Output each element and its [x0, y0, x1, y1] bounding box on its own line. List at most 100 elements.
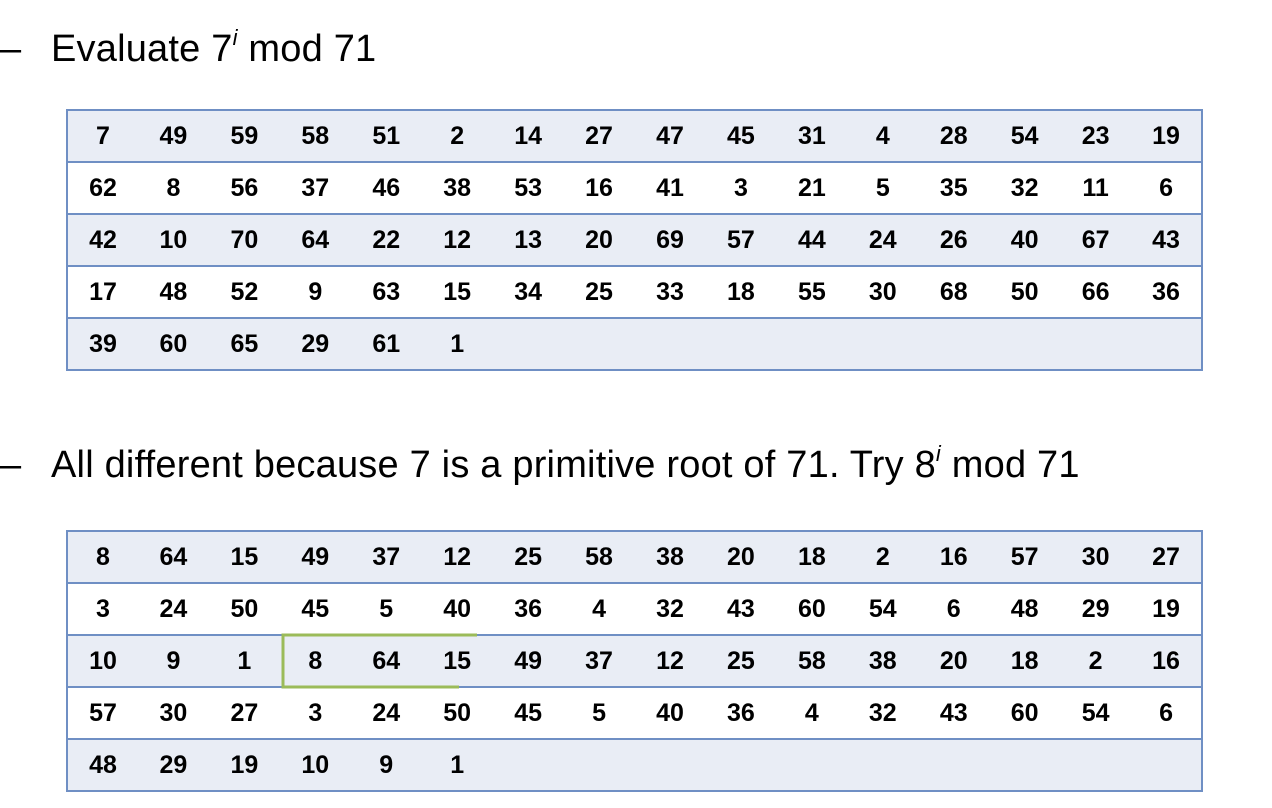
table-cell: 43 — [918, 686, 990, 739]
table-cell: 55 — [776, 265, 848, 318]
table-cell: 31 — [797, 121, 826, 150]
table-cell: 6 — [918, 582, 990, 635]
table-cell: 3 — [279, 686, 351, 739]
table-cell: 20 — [563, 213, 635, 266]
table-cell: 2 — [875, 542, 890, 571]
bullet-dash: – — [0, 28, 22, 70]
table-cell: 34 — [492, 265, 564, 318]
table-cell: 64 — [159, 542, 188, 571]
table-cell: 49 — [159, 121, 188, 150]
table-cell: 45 — [727, 121, 755, 150]
table-cell: 15 — [230, 542, 259, 571]
table-cell: 37 — [372, 542, 401, 571]
table-cell: 45 — [279, 582, 351, 635]
table-row: 48 29 19 10 9 1 — [67, 738, 1202, 791]
table-cell: 25 — [705, 634, 777, 687]
table-cell: 38 — [421, 161, 493, 214]
table-cell: 36 — [1131, 265, 1202, 318]
table-cell: 32 — [847, 686, 919, 739]
table-cell: 40 — [989, 213, 1061, 266]
table-cell: 24 — [137, 582, 209, 635]
table-cell — [492, 317, 564, 370]
table-cell: 45 — [492, 686, 564, 739]
table-cell — [776, 317, 848, 370]
table-cell: 25 — [563, 265, 635, 318]
table-cell: 62 — [67, 161, 138, 214]
table-cell: 48 — [989, 582, 1061, 635]
table-cell: 30 — [137, 686, 209, 739]
table-cell — [1060, 738, 1132, 791]
table-cell: 3 — [67, 582, 138, 635]
table-cell: 16 — [1131, 634, 1202, 687]
table-cell: 40 — [634, 686, 706, 739]
table-cell — [989, 738, 1061, 791]
powers-of-7-table: 7 49 59 58 51 2 14 27 47 45 31 4 28 54 23 19 62 8 56 37 46 38… — [66, 109, 1203, 371]
table-cell: 36 — [492, 582, 564, 635]
table-cell: 33 — [634, 265, 706, 318]
table-cell: 27 — [1152, 542, 1180, 571]
bullet-text-suffix: mod 71 — [941, 444, 1080, 486]
table-cell: 42 — [67, 213, 138, 266]
table-row: 3 24 50 45 5 40 36 4 32 43 60 54 6 48 29 19 — [67, 582, 1202, 635]
table-cell: 5 — [847, 161, 919, 214]
table-cell: 30 — [847, 265, 919, 318]
table-cell: 68 — [918, 265, 990, 318]
table-row: 7 49 59 58 51 2 14 27 47 45 31 4 28 54 23 19 — [67, 110, 1202, 162]
table-cell: 27 — [208, 686, 280, 739]
table-cell: 52 — [208, 265, 280, 318]
table-cell: 50 — [989, 265, 1061, 318]
table-cell: 70 — [208, 213, 280, 266]
table-cell: 32 — [634, 582, 706, 635]
table-cell: 54 — [1060, 686, 1132, 739]
table-cell: 14 — [514, 121, 542, 150]
table-cell: 6 — [1131, 161, 1202, 214]
bullet-text-suffix: mod 71 — [237, 28, 377, 70]
table-row: 62 8 56 37 46 38 53 16 41 3 21 5 35 32 11 6 — [67, 161, 1202, 214]
table-cell: 10 — [137, 213, 209, 266]
table-cell: 20 — [727, 542, 755, 571]
table-cell: 57 — [705, 213, 777, 266]
table-cell: 18 — [797, 542, 826, 571]
bullet-try-8: – All different because 7 is a primitive … — [0, 443, 1080, 487]
table-cell: 23 — [1081, 121, 1110, 150]
table-cell: 5 — [350, 582, 422, 635]
table-cell: 20 — [918, 634, 990, 687]
table-cell: 1 — [208, 634, 280, 687]
table-cell — [989, 317, 1061, 370]
table-cell: 58 — [585, 542, 613, 571]
table-cell — [847, 738, 919, 791]
table-cell: 29 — [279, 317, 351, 370]
bullet-evaluate-7: – Evaluate 7i mod 71 — [0, 27, 376, 71]
table-cell: 18 — [705, 265, 777, 318]
table-cell — [1060, 317, 1132, 370]
table-cell: 67 — [1060, 213, 1132, 266]
table-row: 17 48 52 9 63 15 34 25 33 18 55 30 68 50 66 36 — [67, 265, 1202, 318]
table-cell: 2 — [450, 121, 465, 150]
table-cell: 57 — [67, 686, 138, 739]
table-cell: 36 — [705, 686, 777, 739]
table-cell: 47 — [656, 121, 684, 150]
table-cell: 21 — [776, 161, 848, 214]
table-cell: 8 — [137, 161, 209, 214]
table-cell: 39 — [67, 317, 138, 370]
table-cell: 17 — [67, 265, 138, 318]
table-cell: 3 — [705, 161, 777, 214]
table-cell: 69 — [634, 213, 706, 266]
table-cell: 2 — [1060, 634, 1132, 687]
table-cell: 11 — [1060, 161, 1132, 214]
table-cell: 57 — [1010, 542, 1039, 571]
table-cell — [1131, 738, 1202, 791]
table-cell: 37 — [563, 634, 635, 687]
table-cell: 60 — [989, 686, 1061, 739]
powers-of-8-table: 8 64 15 49 37 12 25 58 38 20 18 2 16 57 30 27 3 24 50 45 5 40… — [66, 530, 1203, 792]
table-cell: 8 — [279, 634, 351, 687]
table-row: 57 30 27 3 24 50 45 5 40 36 4 32 43 60 54 6 — [67, 686, 1202, 739]
table-cell: 10 — [67, 634, 138, 687]
table-cell — [1131, 317, 1202, 370]
table-cell: 37 — [279, 161, 351, 214]
table-cell: 9 — [279, 265, 351, 318]
table-cell: 15 — [421, 634, 493, 687]
table-cell: 5 — [563, 686, 635, 739]
table-cell: 30 — [1081, 542, 1110, 571]
table-cell — [705, 317, 777, 370]
